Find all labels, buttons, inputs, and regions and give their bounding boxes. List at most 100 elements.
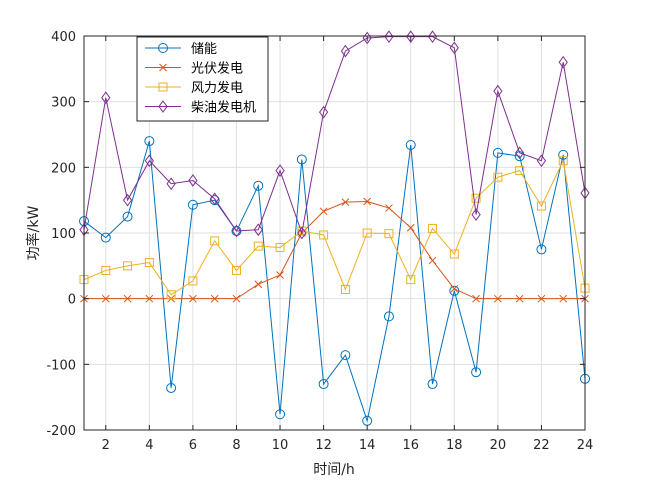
data-point [341, 198, 350, 206]
x-tick-label: 12 [315, 438, 332, 453]
y-tick-label: 200 [51, 161, 76, 176]
data-point [210, 236, 220, 246]
data-point [297, 226, 307, 240]
data-point [536, 244, 547, 255]
data-point [122, 193, 133, 207]
series-layer [79, 30, 590, 426]
data-point [537, 294, 546, 303]
data-point [254, 280, 263, 289]
data-point [187, 199, 198, 210]
legend-swatch-marker [158, 43, 168, 53]
data-point [122, 211, 133, 222]
data-point [318, 379, 329, 390]
x-tick-label: 18 [446, 438, 463, 453]
legend-label: 柴油发电机 [191, 100, 256, 116]
y-axis-label: 功率/kW [25, 206, 42, 261]
data-point [253, 241, 263, 251]
legend-entry: 光伏发电 [145, 61, 243, 77]
data-point [319, 230, 329, 240]
series-3 [79, 156, 590, 300]
legend-entry: 柴油发电机 [145, 100, 256, 116]
data-point [362, 228, 372, 238]
data-point [318, 105, 329, 119]
data-point [427, 379, 438, 390]
data-point [340, 350, 351, 361]
data-point [471, 193, 481, 203]
data-point [188, 276, 198, 286]
x-tick-label: 24 [577, 438, 594, 453]
data-point [536, 201, 546, 211]
x-tick-label: 8 [232, 438, 240, 453]
legend-swatch-marker [159, 63, 167, 72]
data-point [450, 284, 459, 293]
data-point [101, 91, 111, 105]
data-point [406, 223, 415, 232]
data-point [558, 149, 569, 160]
x-tick-label: 14 [359, 438, 376, 453]
x-tick-label: 6 [189, 438, 197, 453]
series-line [83, 36, 586, 235]
data-point [493, 84, 503, 98]
legend-label: 储能 [191, 42, 217, 57]
data-point [275, 242, 285, 252]
data-point [385, 204, 393, 212]
series-line [83, 140, 586, 423]
data-point [384, 229, 394, 239]
data-point [166, 382, 177, 393]
x-tick-label: 20 [490, 438, 507, 453]
data-point [253, 223, 263, 237]
data-point [559, 294, 568, 303]
legend-entry: 风力发电 [145, 80, 243, 96]
data-point [123, 261, 133, 271]
y-tick-label: 100 [51, 227, 76, 242]
data-point [319, 207, 328, 216]
data-point [210, 192, 220, 206]
data-point [492, 147, 503, 158]
data-point [471, 208, 481, 221]
data-point [558, 156, 568, 166]
data-point [428, 256, 437, 265]
data-point [253, 180, 264, 191]
data-point [405, 140, 416, 151]
legend-swatch-marker [158, 100, 168, 113]
data-point [275, 409, 286, 420]
data-point [189, 294, 197, 303]
ticks: 2 4 6 8 10 12 14 16 18 20 22 24-200-100010020030040… [46, 30, 593, 453]
data-point [231, 224, 242, 238]
series-1 [79, 136, 590, 426]
x-tick-label: 22 [533, 438, 550, 453]
y-tick-label: 0 [68, 293, 76, 308]
data-point [428, 223, 438, 233]
data-point [340, 44, 351, 58]
x-axis-label: 时间/h [313, 462, 355, 478]
legend-label: 光伏发电 [191, 61, 243, 77]
x-tick-label: 16 [402, 438, 419, 453]
data-point [144, 258, 154, 268]
data-point [275, 164, 285, 177]
data-point [383, 311, 394, 322]
x-tick-label: 10 [272, 438, 289, 453]
data-point [296, 154, 307, 165]
data-point [123, 294, 132, 303]
data-point [231, 265, 241, 275]
data-point [494, 294, 502, 303]
data-point [188, 174, 198, 187]
data-point [144, 136, 155, 147]
data-point [166, 177, 176, 191]
data-point [166, 290, 176, 300]
data-point [384, 30, 394, 44]
data-point [449, 41, 459, 55]
data-point [515, 166, 525, 176]
y-tick-label: 400 [51, 30, 76, 45]
series-4 [79, 30, 590, 240]
data-point [515, 146, 525, 160]
data-point [406, 30, 416, 44]
data-point [472, 294, 480, 303]
data-point [145, 294, 154, 303]
y-tick-label: 300 [51, 96, 76, 111]
data-point [232, 294, 241, 303]
data-point [471, 367, 482, 378]
data-point [515, 294, 524, 303]
